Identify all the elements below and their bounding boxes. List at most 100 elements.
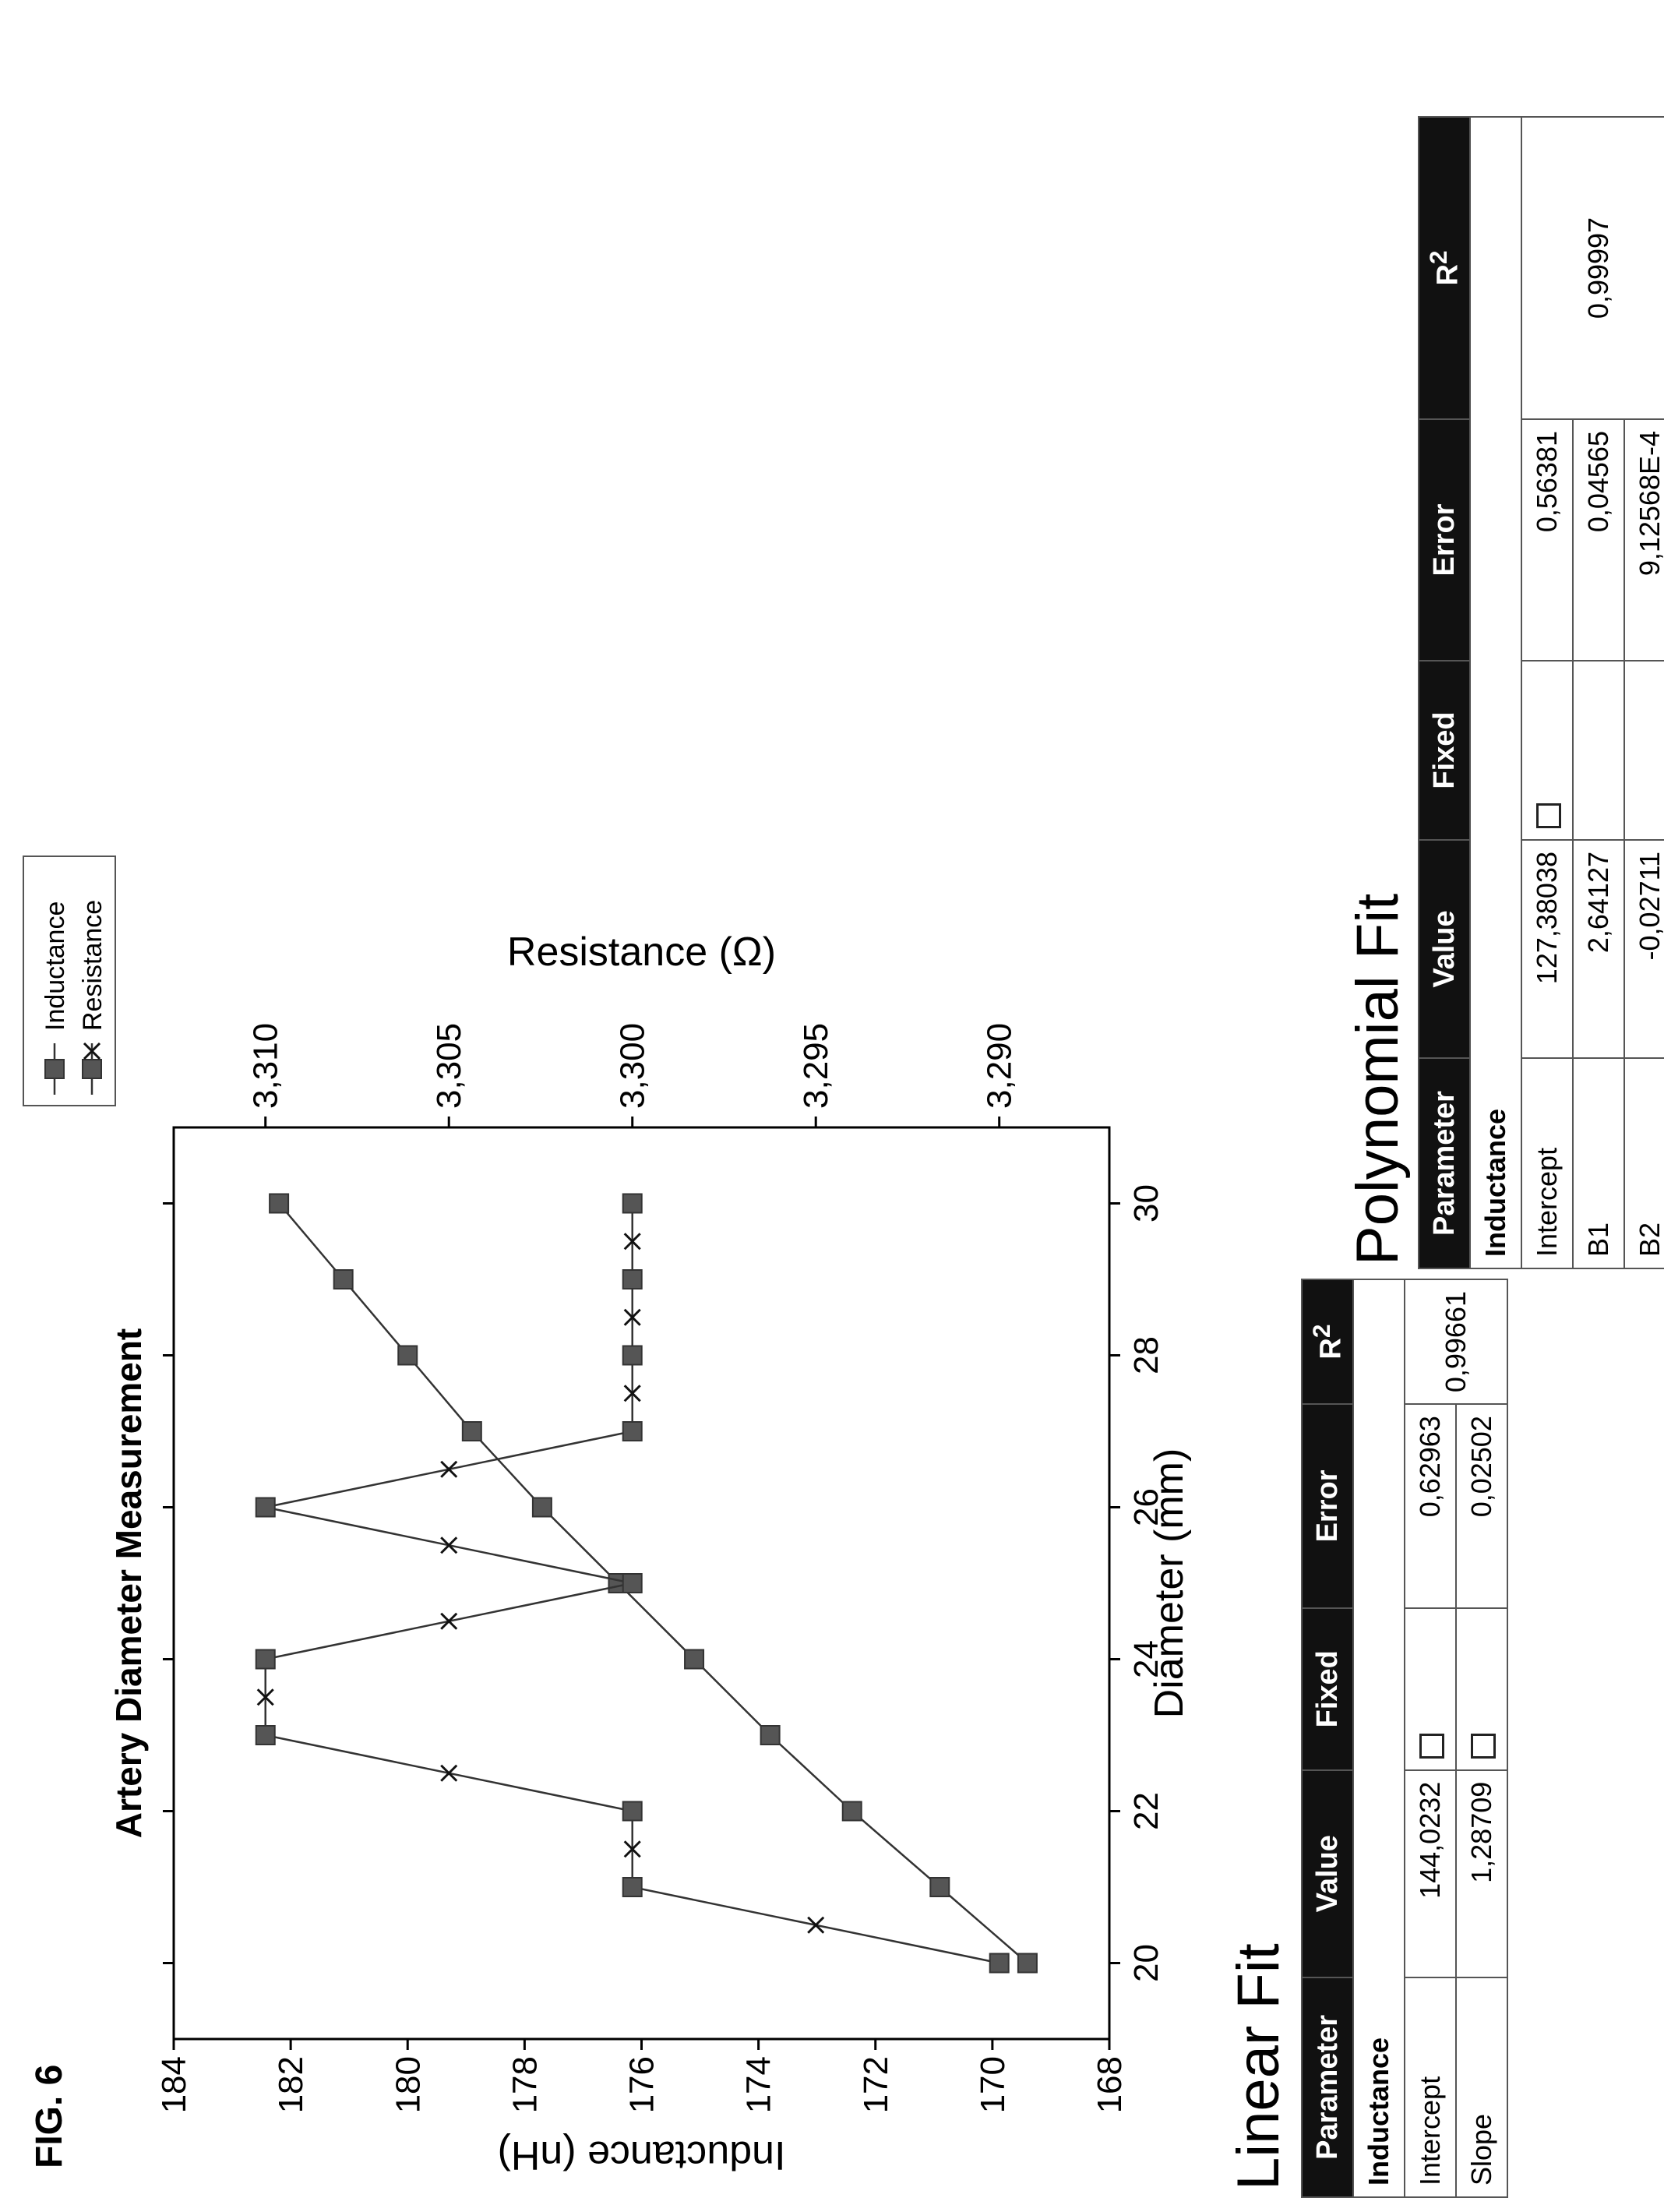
error-cell: 0,56381 [1521,419,1573,661]
series-resistance [255,1193,1010,1974]
data-point [622,1345,643,1366]
header-r2-exponent: 2 [1423,250,1452,265]
chart-legend: Inductance Resistance [23,856,116,1106]
fixed-checkbox[interactable] [1536,803,1562,828]
data-point [333,1269,354,1289]
data-point [1017,1953,1038,1974]
group-label: Inductance [1470,1058,1521,1268]
table-row: Slope 1,28709 0,02502 [1456,1279,1507,2197]
data-point [397,1345,418,1366]
linear-fit-title: Linear Fit [1225,1943,1292,2190]
data-point [684,1649,705,1670]
data-point [989,1953,1010,1974]
legend-marker [82,1059,102,1079]
x-tick-label: 28 [1127,1336,1165,1374]
y2-tick-label: 3,295 [797,1023,835,1109]
header-parameter: Parameter [1419,1058,1470,1268]
y-axis-label: Inductance (nH) [498,2133,786,2178]
group-label: Inductance [1353,1977,1405,2197]
header-value: Value [1302,1769,1353,1977]
series-x-marker [440,1460,458,1478]
param-cell: Intercept [1405,1977,1456,2197]
y2-axis-label: Resistance (Ω) [507,930,776,975]
polynomial-fit-table: Parameter Value Fixed Error R2 Inductanc… [1418,116,1664,1269]
series-x-marker [623,1385,641,1402]
r2-cell: 0,99997 [1521,117,1664,419]
value-cell: 1,28709 [1456,1769,1507,1977]
y2-tick-label: 3,300 [614,1023,652,1109]
data-point [622,1421,643,1441]
data-point [622,1573,643,1593]
param-cell: B1 [1573,1058,1624,1268]
r2-cell: 0,99661 [1405,1279,1507,1405]
y2-tick-label: 3,310 [247,1023,285,1109]
x-tick-label: 30 [1127,1184,1165,1222]
y2-tick-label: 3,305 [430,1023,468,1109]
y-tick-label: 184 [155,2056,193,2113]
header-value: Value [1419,840,1470,1058]
error-cell: 0,04565 [1573,419,1624,661]
table-header-row: Parameter Value Fixed Error R2 [1419,117,1470,1268]
x-tick-label: 20 [1127,1944,1165,1982]
y-tick-label: 182 [272,2056,310,2113]
series-x-marker [623,1233,641,1251]
series-x-marker [623,1308,641,1326]
value-cell: 127,38038 [1521,840,1573,1058]
fixed-cell [1624,661,1664,840]
series-x-marker [256,1688,274,1706]
fixed-cell [1521,661,1573,840]
header-error: Error [1302,1404,1353,1608]
data-point [269,1193,290,1214]
error-cell: 0,02502 [1456,1404,1507,1608]
data-point [622,1193,643,1214]
series-x-marker [440,1536,458,1554]
table-row: Intercept 127,38038 0,56381 0,99997 [1521,117,1664,1268]
y-tick-label: 168 [1091,2056,1129,2113]
fixed-checkbox[interactable] [1419,1733,1445,1759]
header-r2: R2 [1419,117,1470,419]
y-tick-label: 178 [506,2056,544,2113]
series-x-marker [440,1612,458,1630]
header-error: Error [1419,419,1470,661]
error-cell: 9,12568E-4 [1624,419,1664,661]
fixed-checkbox[interactable] [1471,1733,1497,1759]
legend-marker [44,1059,65,1079]
table-group-row: Inductance [1470,117,1521,1268]
linear-fit-table: Parameter Value Fixed Error R2 Inductanc… [1301,1279,1508,2198]
value-cell: 2,64127 [1573,840,1624,1058]
data-point [255,1649,276,1670]
y-tick-label: 180 [389,2056,427,2113]
x-tick-label: 24 [1127,1640,1165,1678]
header-r2-exponent: 2 [1306,1324,1335,1339]
data-point [622,1269,643,1289]
y-tick-label: 172 [857,2056,895,2113]
x-axis-label: Diameter (mm) [1147,1448,1192,1719]
param-cell: Slope [1456,1977,1507,2197]
series-x-marker [623,1840,641,1858]
y2-tick-label: 3,290 [981,1023,1019,1109]
legend-x-marker [83,1042,101,1060]
chart-series-layer [255,1193,1038,1974]
series-x-marker [440,1764,458,1782]
header-parameter: Parameter [1302,1977,1353,2197]
table-row: Intercept 144,0232 0,62963 0,99661 [1405,1279,1507,2197]
value-cell: -0,02711 [1624,840,1664,1058]
header-fixed: Fixed [1302,1607,1353,1770]
param-cell: Intercept [1521,1058,1573,1268]
header-r2: R2 [1302,1279,1353,1405]
data-point [255,1497,276,1518]
y-tick-label: 176 [623,2056,661,2113]
data-point [255,1725,276,1745]
header-fixed: Fixed [1419,661,1470,840]
data-point [622,1877,643,1897]
legend-label: Resistance [78,900,108,1031]
data-point [531,1497,552,1518]
table-group-row: Inductance [1353,1279,1405,2197]
polynomial-fit-title: Polynomial Fit [1345,893,1411,1265]
data-point [929,1877,950,1897]
data-point [841,1801,862,1822]
x-tick-label: 26 [1127,1488,1165,1526]
chart-axes: 20 22 24 26 28 30 168 170 172 174 176 178 180 182 184 3… [155,930,1192,2178]
